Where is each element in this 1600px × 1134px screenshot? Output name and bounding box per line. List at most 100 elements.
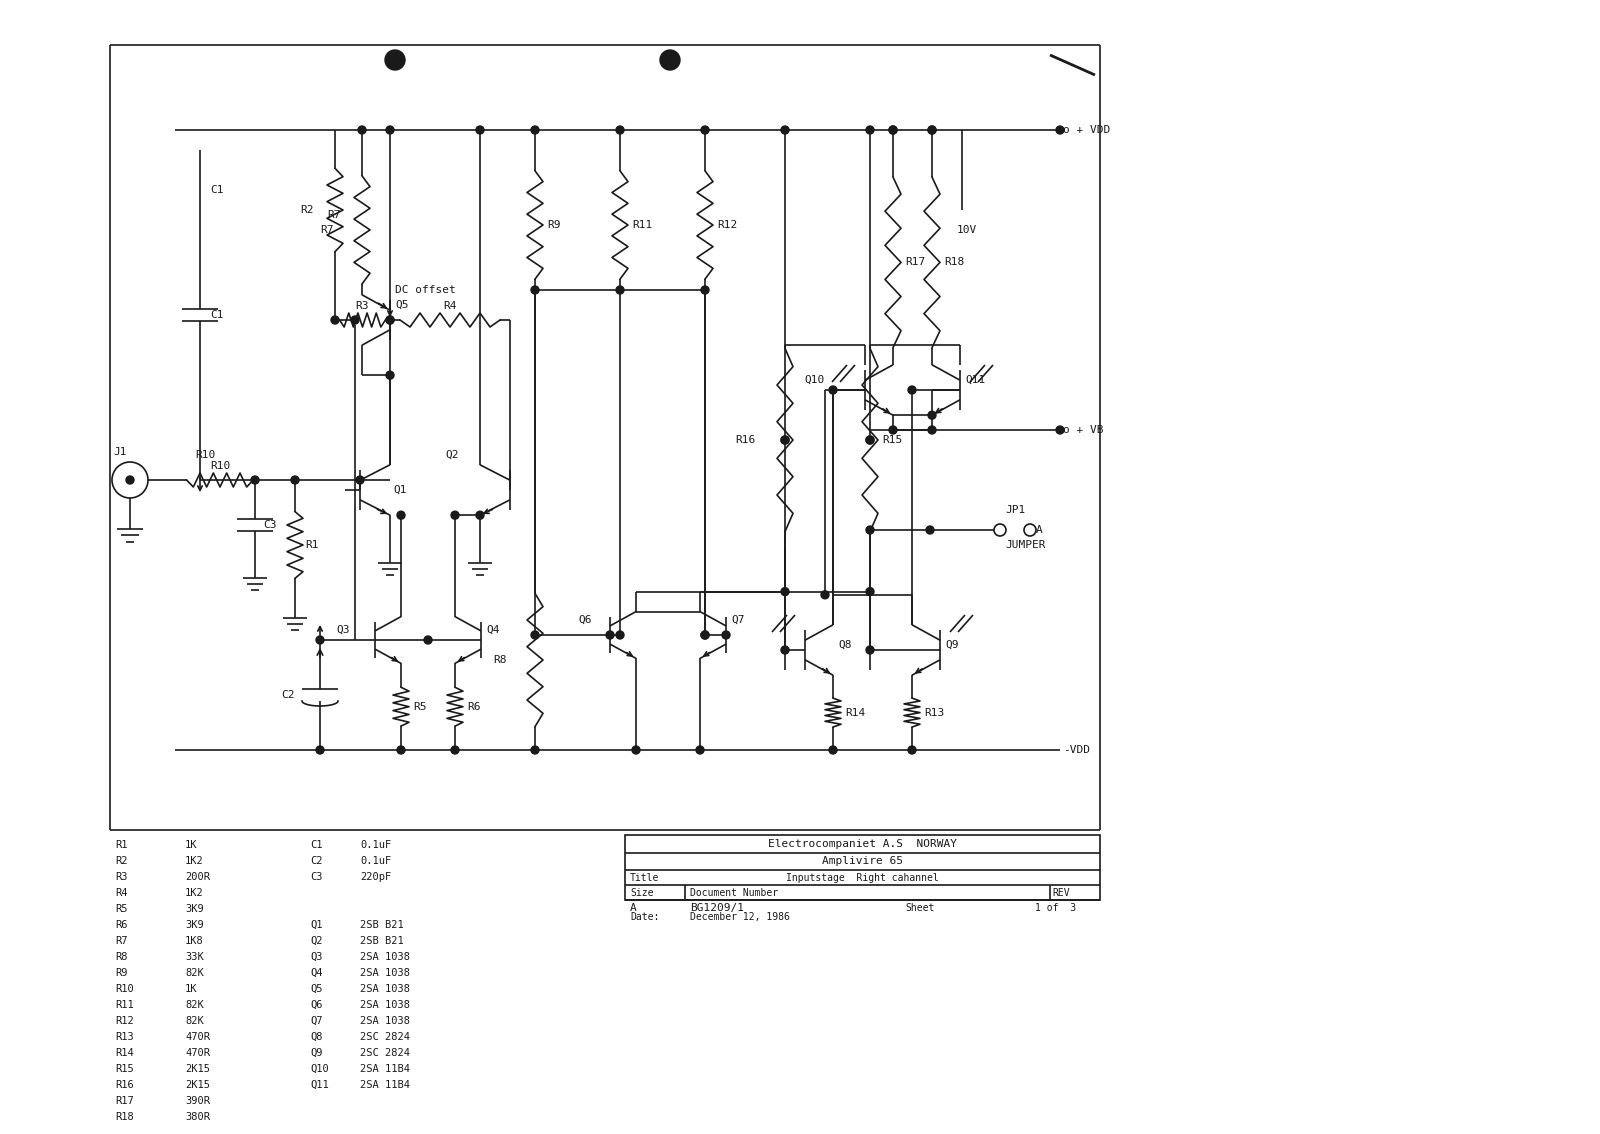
Text: R3: R3 [355,301,370,311]
Text: 82K: 82K [186,1000,203,1010]
Circle shape [350,316,358,324]
Text: Q9: Q9 [946,640,958,650]
Text: A: A [630,903,637,913]
Text: R15: R15 [115,1064,134,1074]
Text: 1K: 1K [186,984,197,995]
Text: R6: R6 [467,702,480,712]
Text: 1K: 1K [186,840,197,850]
Text: REV: REV [1053,888,1070,898]
Circle shape [616,286,624,294]
Circle shape [386,316,394,324]
Text: Q6: Q6 [578,615,592,625]
Circle shape [926,526,934,534]
Circle shape [386,371,394,379]
Circle shape [701,631,709,638]
Text: Q3: Q3 [336,625,350,635]
Text: R7: R7 [320,225,334,235]
Text: o + VB: o + VB [1062,425,1104,435]
Circle shape [890,126,898,134]
Circle shape [696,746,704,754]
Circle shape [909,746,915,754]
Text: 2SA 11B4: 2SA 11B4 [360,1064,410,1074]
Circle shape [317,636,323,644]
Circle shape [866,646,874,654]
Circle shape [829,746,837,754]
Text: R9: R9 [115,968,128,978]
Text: 10V: 10V [957,225,978,235]
Text: R10: R10 [195,450,214,460]
Text: -VDD: -VDD [1062,745,1090,755]
Text: 0.1uF: 0.1uF [360,856,392,866]
Text: 1K2: 1K2 [186,888,203,898]
Text: 470R: 470R [186,1048,210,1058]
Text: C3: C3 [262,521,277,530]
Circle shape [291,476,299,484]
Text: Amplivire 65: Amplivire 65 [821,856,902,866]
Circle shape [531,126,539,134]
Text: 380R: 380R [186,1112,210,1122]
Text: R17: R17 [115,1095,134,1106]
Circle shape [661,50,680,70]
Text: 2SC 2824: 2SC 2824 [360,1032,410,1042]
Text: R4: R4 [443,301,456,311]
Text: R2: R2 [115,856,128,866]
Text: Date:: Date: [630,912,659,922]
Circle shape [866,126,874,134]
Text: Title: Title [630,873,659,883]
Text: R18: R18 [944,257,965,268]
Text: Document Number: Document Number [690,888,778,898]
Circle shape [531,746,539,754]
Circle shape [928,126,936,134]
Circle shape [397,511,405,519]
Text: R12: R12 [115,1016,134,1026]
Text: R5: R5 [115,904,128,914]
Text: 2SA 1038: 2SA 1038 [360,953,410,962]
Circle shape [317,746,323,754]
Text: 200R: 200R [186,872,210,882]
Text: R15: R15 [882,435,902,445]
Circle shape [1056,126,1064,134]
Circle shape [928,426,936,434]
Text: 33K: 33K [186,953,203,962]
Circle shape [781,435,789,445]
Text: 82K: 82K [186,1016,203,1026]
Text: R11: R11 [115,1000,134,1010]
Circle shape [616,126,624,134]
Text: R14: R14 [115,1048,134,1058]
Circle shape [386,126,394,134]
Text: R10: R10 [210,462,230,471]
Circle shape [866,526,874,534]
Text: JP1: JP1 [1005,505,1026,515]
Text: R5: R5 [413,702,427,712]
Circle shape [890,426,898,434]
Text: 1K8: 1K8 [186,936,203,946]
Circle shape [829,386,837,393]
Circle shape [701,126,709,134]
Text: R1: R1 [115,840,128,850]
Text: Sheet: Sheet [906,903,934,913]
Text: 0.1uF: 0.1uF [360,840,392,850]
Text: R10: R10 [115,984,134,995]
Text: R12: R12 [717,220,738,230]
Text: 2SA 1038: 2SA 1038 [360,984,410,995]
Circle shape [866,587,874,595]
Text: R4: R4 [115,888,128,898]
Text: R14: R14 [845,708,866,718]
Circle shape [358,126,366,134]
Text: Q10: Q10 [310,1064,328,1074]
Bar [626,835,1101,900]
Text: R11: R11 [632,220,653,230]
Text: Q10: Q10 [805,375,826,386]
Text: R16: R16 [115,1080,134,1090]
Text: 82K: 82K [186,968,203,978]
Text: Inputstage  Right cahannel: Inputstage Right cahannel [786,873,938,883]
Text: 2K15: 2K15 [186,1064,210,1074]
Circle shape [531,286,539,294]
Text: R3: R3 [115,872,128,882]
Text: Q8: Q8 [310,1032,323,1042]
Text: 1K2: 1K2 [186,856,203,866]
Circle shape [397,746,405,754]
Text: 2SA 11B4: 2SA 11B4 [360,1080,410,1090]
Circle shape [355,476,365,484]
Text: R9: R9 [547,220,560,230]
